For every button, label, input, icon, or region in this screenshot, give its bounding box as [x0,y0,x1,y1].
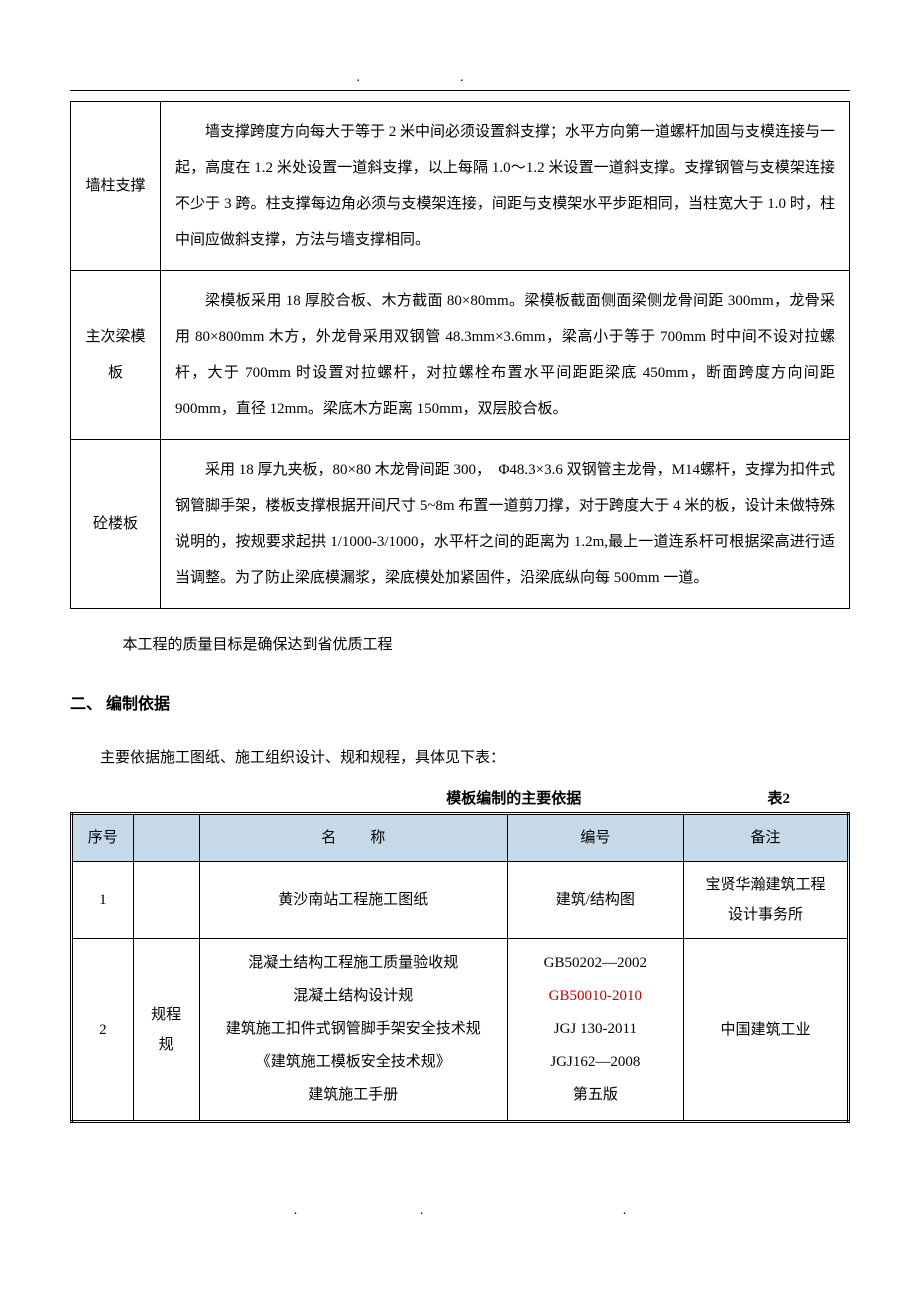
top-separator [70,90,850,91]
table-row: 主次梁模板 梁模板采用 18 厚胶合板、木方截面 80×80mm。梁模板截面侧面… [71,271,850,440]
header-marks: .. [70,70,850,86]
row-label: 砼楼板 [71,440,161,609]
col-code: 编号 [507,814,683,862]
col-remark: 备注 [683,814,848,862]
cell-remark: 宝贤华瀚建筑工程 设计事务所 [683,862,848,939]
row-content: 梁模板采用 18 厚胶合板、木方截面 80×80mm。梁模板截面侧面梁侧龙骨间距… [161,271,850,440]
cell-blank [133,862,199,939]
cell-type: 规程 规 [133,939,199,1122]
cell-name: 黄沙南站工程施工图纸 [199,862,507,939]
section-heading: 二、 编制依据 [70,690,850,714]
table-row: 砼楼板 采用 18 厚九夹板，80×80 木龙骨间距 300， Φ48.3×3.… [71,440,850,609]
cell-codes: GB50202—2002 GB50010-2010 JGJ 130-2011 J… [507,939,683,1122]
table-row: 2 规程 规 混凝土结构工程施工质量验收规 混凝土结构设计规 建筑施工扣件式钢管… [72,939,849,1122]
basis-table: 序号 名称 编号 备注 1 黄沙南站工程施工图纸 建筑/结构图 宝贤华瀚建筑工程… [70,812,850,1123]
table2-title-row: 模板编制的主要依据 表2 [70,787,850,808]
quality-goal: 本工程的质量目标是确保达到省优质工程 [123,629,851,662]
cell-code: 建筑/结构图 [507,862,683,939]
basis-intro: 主要依据施工图纸、施工组织设计、规和规程，具体见下表： [70,742,850,775]
row-label: 主次梁模板 [71,271,161,440]
row-content: 墙支撑跨度方向每大于等于 2 米中间必须设置斜支撑；水平方向第一道螺杆加固与支模… [161,102,850,271]
row-label: 墙柱支撑 [71,102,161,271]
cell-names: 混凝土结构工程施工质量验收规 混凝土结构设计规 建筑施工扣件式钢管脚手架安全技术… [199,939,507,1122]
col-blank [133,814,199,862]
table-header-row: 序号 名称 编号 备注 [72,814,849,862]
footer-marks: . . . [70,1203,850,1219]
table-row: 墙柱支撑 墙支撑跨度方向每大于等于 2 米中间必须设置斜支撑；水平方向第一道螺杆… [71,102,850,271]
cell-remark: 中国建筑工业 [683,939,848,1122]
row-content: 采用 18 厚九夹板，80×80 木龙骨间距 300， Φ48.3×3.6 双钢… [161,440,850,609]
cell-seq: 1 [72,862,134,939]
table2-title: 模板编制的主要依据 [70,787,767,808]
col-seq: 序号 [72,814,134,862]
col-name: 名称 [199,814,507,862]
spec-table: 墙柱支撑 墙支撑跨度方向每大于等于 2 米中间必须设置斜支撑；水平方向第一道螺杆… [70,101,850,609]
cell-seq: 2 [72,939,134,1122]
table2-number: 表2 [767,787,850,808]
table-row: 1 黄沙南站工程施工图纸 建筑/结构图 宝贤华瀚建筑工程 设计事务所 [72,862,849,939]
